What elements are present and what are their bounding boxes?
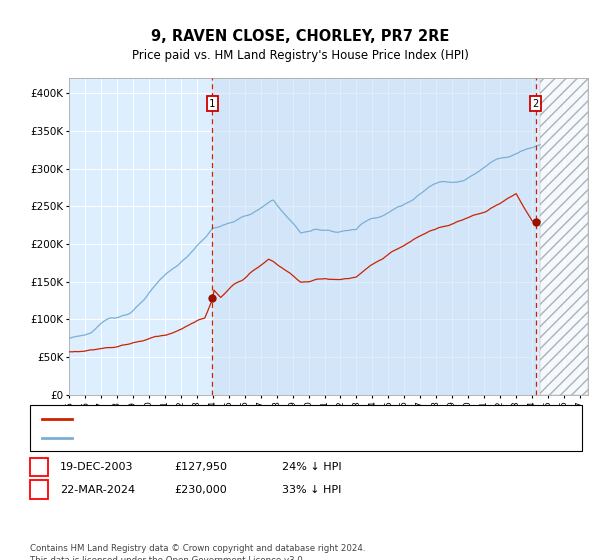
Text: 9, RAVEN CLOSE, CHORLEY, PR7 2RE: 9, RAVEN CLOSE, CHORLEY, PR7 2RE <box>151 29 449 44</box>
Text: Price paid vs. HM Land Registry's House Price Index (HPI): Price paid vs. HM Land Registry's House … <box>131 49 469 63</box>
Text: HPI: Average price, detached house, Chorley: HPI: Average price, detached house, Chor… <box>78 433 311 443</box>
Text: 33% ↓ HPI: 33% ↓ HPI <box>282 485 341 494</box>
Bar <box>540 78 588 395</box>
Text: Contains HM Land Registry data © Crown copyright and database right 2024.
This d: Contains HM Land Registry data © Crown c… <box>30 544 365 560</box>
Text: £230,000: £230,000 <box>174 485 227 494</box>
Text: 1: 1 <box>35 462 43 472</box>
Text: £127,950: £127,950 <box>174 462 227 472</box>
Text: 22-MAR-2024: 22-MAR-2024 <box>60 485 135 494</box>
Text: 2: 2 <box>532 99 539 109</box>
Text: 1: 1 <box>209 99 215 109</box>
Text: 19-DEC-2003: 19-DEC-2003 <box>60 462 133 472</box>
Bar <box>540 78 588 395</box>
Text: 2: 2 <box>35 485 43 494</box>
Text: 9, RAVEN CLOSE, CHORLEY, PR7 2RE (detached house): 9, RAVEN CLOSE, CHORLEY, PR7 2RE (detach… <box>78 414 364 424</box>
Bar <box>212 78 536 395</box>
Text: 24% ↓ HPI: 24% ↓ HPI <box>282 462 341 472</box>
